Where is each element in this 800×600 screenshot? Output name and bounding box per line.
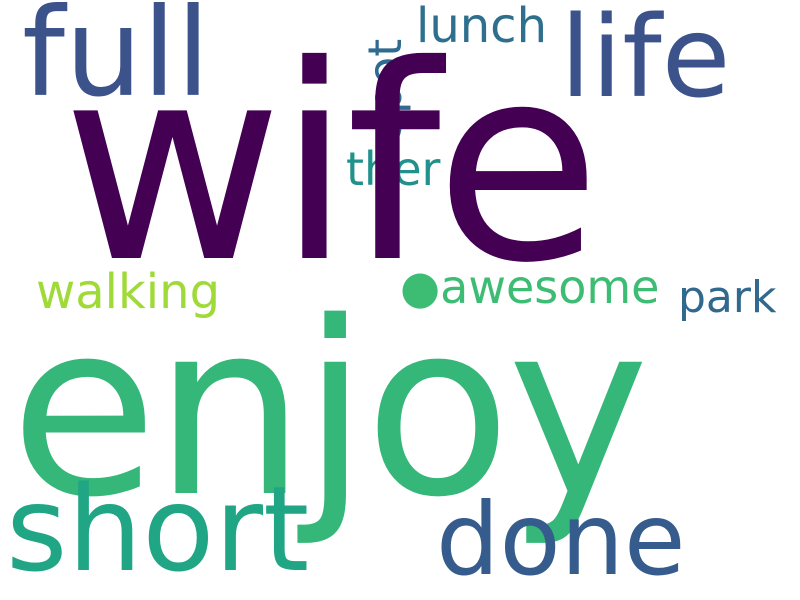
word-full: full [22, 0, 211, 124]
word-short: short [6, 460, 310, 598]
word-life: life [560, 0, 731, 123]
word-park: park [678, 272, 777, 323]
word-walking: walking [36, 264, 221, 320]
word-lunch: lunch [416, 0, 547, 54]
word-wife: wife [62, 7, 601, 322]
word-awesome: ●awesome [400, 260, 660, 314]
word-enjoy: enjoy [10, 270, 649, 550]
word-ther: ther [346, 142, 441, 196]
word-done: done [436, 481, 686, 598]
